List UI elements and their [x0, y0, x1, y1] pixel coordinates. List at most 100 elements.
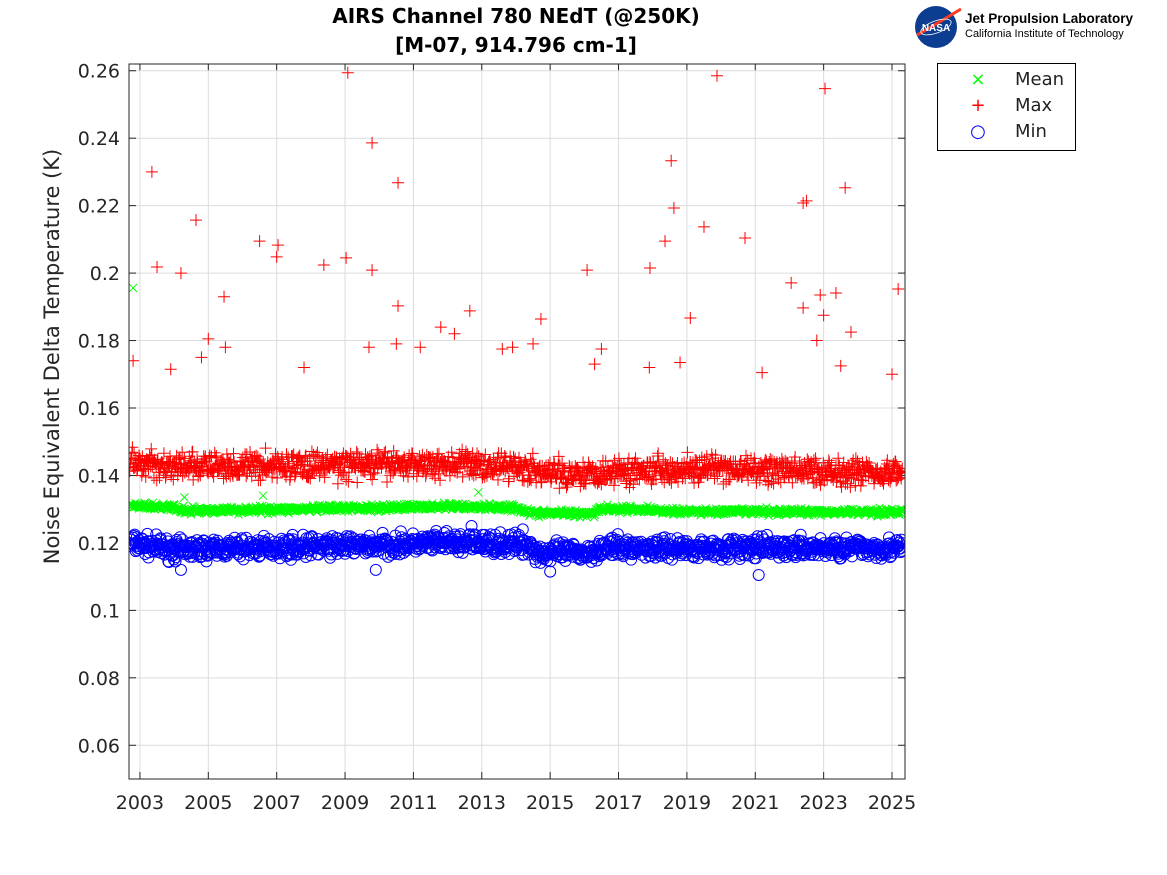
max-point [328, 450, 341, 463]
x-tick-label: 2007 [252, 792, 300, 814]
circle-marker-icon: ○ [970, 121, 986, 142]
max-point [289, 467, 302, 480]
max-point [233, 468, 246, 481]
max-point [203, 449, 216, 462]
mean-point [896, 506, 905, 516]
mean-point [622, 508, 632, 518]
mean-point [129, 283, 138, 293]
x-tick-label: 2025 [868, 792, 916, 814]
max-point [159, 471, 172, 484]
mean-point [258, 491, 268, 501]
max-point [172, 463, 185, 476]
min-point [559, 554, 572, 567]
max-point [145, 449, 158, 462]
legend-label: Max [1015, 95, 1053, 116]
legend-label: Mean [1015, 69, 1065, 90]
max-point [227, 447, 240, 460]
y-tick-label: 0.22 [78, 196, 120, 218]
min-point [286, 528, 299, 541]
max-point [349, 462, 362, 475]
max-point [342, 475, 355, 488]
max-point [331, 477, 344, 490]
mean-point [897, 504, 905, 514]
y-tick-label: 0.08 [78, 668, 120, 690]
min-point [895, 544, 905, 557]
max-point [187, 473, 200, 486]
y-tick-label: 0.18 [78, 331, 120, 353]
max-point [160, 469, 173, 482]
legend-item-max: + Max [938, 95, 1075, 121]
min-point [408, 533, 421, 546]
chart-title-line2: [M-07, 914.796 cm-1] [395, 33, 637, 57]
max-point [200, 455, 213, 468]
x-tick-label: 2023 [799, 792, 847, 814]
max-point [310, 449, 323, 462]
jpl-logo: NASA Jet Propulsion Laboratory Californi… [913, 5, 1163, 50]
series-max [129, 66, 905, 495]
series-mean [129, 283, 905, 522]
plus-marker-icon: + [970, 95, 986, 116]
x-tick-label: 2013 [458, 792, 506, 814]
min-point [892, 536, 905, 549]
max-point [271, 472, 284, 485]
min-point [321, 536, 334, 549]
mean-point [180, 493, 189, 502]
max-point [145, 442, 158, 455]
max-point [254, 474, 267, 487]
y-tick-label: 0.24 [78, 128, 120, 150]
min-point [154, 532, 167, 545]
max-point [301, 455, 314, 468]
min-point [544, 565, 557, 578]
y-tick-label: 0.06 [78, 735, 120, 757]
x-tick-label: 2017 [594, 792, 642, 814]
axes-background [129, 64, 905, 779]
x-tick-label: 2019 [663, 792, 711, 814]
min-point [503, 548, 516, 561]
nasa-logo-text: NASA [922, 23, 950, 34]
min-point [892, 540, 905, 553]
x-tick-label: 2009 [321, 792, 369, 814]
jpl-subtitle: California Institute of Technology [965, 28, 1124, 40]
max-point [351, 476, 364, 489]
min-point [275, 532, 288, 545]
max-point [212, 463, 225, 476]
max-point [283, 473, 296, 486]
series-min [129, 520, 905, 581]
max-point [340, 473, 353, 486]
y-tick-label: 0.16 [78, 398, 120, 420]
min-point [611, 528, 624, 541]
max-point [318, 471, 331, 484]
min-point [465, 520, 478, 533]
max-point [178, 452, 191, 465]
min-point [760, 528, 773, 541]
max-point [259, 442, 272, 455]
min-point [174, 563, 187, 576]
jpl-name: Jet Propulsion Laboratory [965, 11, 1134, 26]
min-point [794, 528, 807, 541]
max-point [224, 454, 237, 467]
max-point [337, 466, 350, 479]
max-point [139, 470, 152, 483]
legend: × Mean + Max ○ Min [937, 63, 1076, 151]
x-tick-label: 2003 [116, 792, 164, 814]
y-tick-label: 0.2 [90, 263, 120, 285]
max-point [129, 441, 139, 454]
x-tick-label: 2011 [389, 792, 437, 814]
max-point [208, 446, 221, 459]
max-point [266, 471, 279, 484]
max-point [129, 447, 141, 460]
x-tick-label: 2005 [184, 792, 232, 814]
min-point [394, 525, 407, 538]
y-tick-label: 0.1 [90, 600, 120, 622]
min-point [369, 563, 382, 576]
min-point [169, 555, 182, 568]
max-point [150, 474, 163, 487]
max-point [350, 445, 363, 458]
mean-point [474, 487, 483, 497]
max-point [217, 472, 230, 485]
min-point [894, 542, 905, 555]
legend-item-min: ○ Min [938, 121, 1075, 147]
max-point [136, 464, 149, 477]
